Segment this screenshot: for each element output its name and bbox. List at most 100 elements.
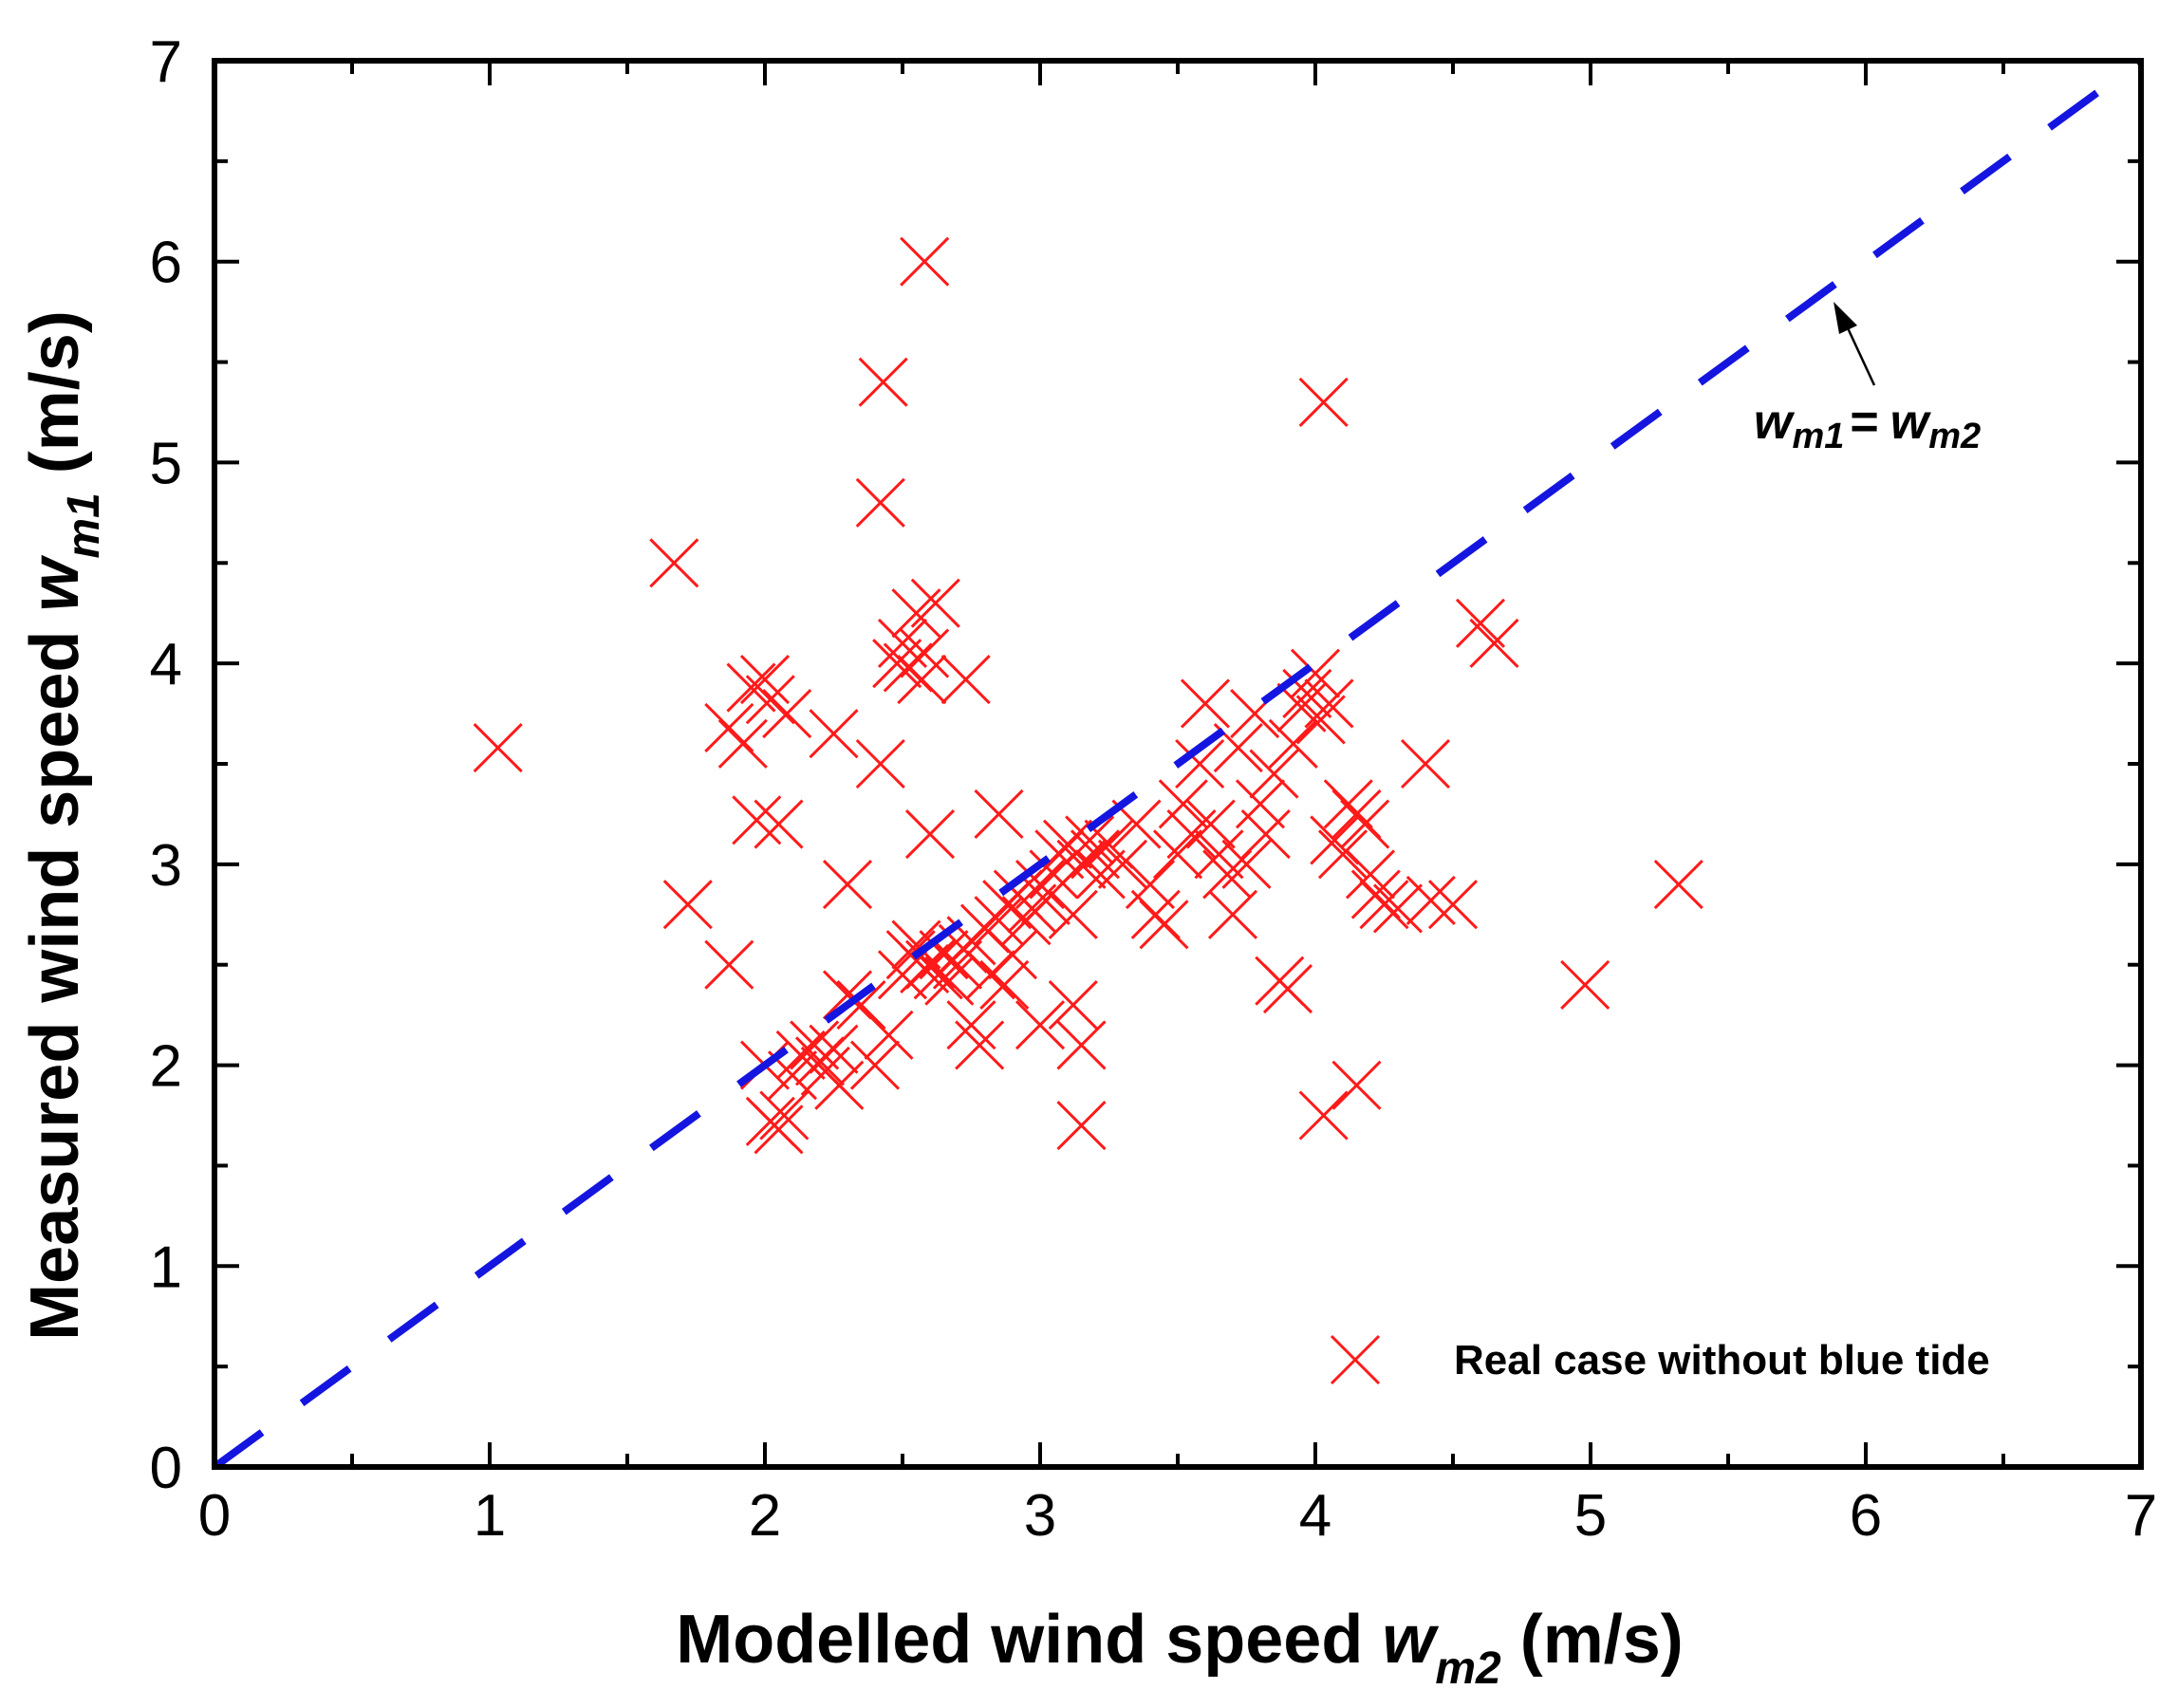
data-point <box>1152 829 1203 880</box>
data-point <box>904 809 956 860</box>
data-point <box>979 959 1030 1010</box>
x-tick-label: 0 <box>198 1483 231 1549</box>
data-point <box>849 1040 901 1090</box>
x-tick-label: 7 <box>2125 1483 2157 1549</box>
data-point <box>910 578 960 628</box>
data-point <box>932 939 983 990</box>
data-point <box>955 1020 1005 1070</box>
annotation-arrow-head <box>1834 302 1857 334</box>
y-tick-label: 6 <box>150 231 182 296</box>
data-point <box>1139 900 1189 950</box>
data-point <box>739 655 791 705</box>
y-tick-label: 5 <box>150 431 182 496</box>
x-axis-title: Modelled wind speed wm2 (m/s) <box>676 1602 1684 1694</box>
data-point <box>1194 829 1244 880</box>
data-point <box>855 738 905 789</box>
legend: Real case without blue tide <box>1330 1334 1990 1385</box>
data-point <box>809 709 859 759</box>
data-point <box>987 930 1038 980</box>
data-point <box>891 588 941 639</box>
y-tick-label: 7 <box>150 29 182 95</box>
data-point <box>946 1000 996 1050</box>
data-point <box>754 799 804 849</box>
y-axis-title: Measured wind speed wm1 (m/s) <box>17 310 109 1341</box>
data-point <box>1097 839 1148 889</box>
data-point <box>1015 859 1066 910</box>
y-tick-label: 2 <box>150 1034 182 1100</box>
data-point <box>1185 799 1236 849</box>
axis-ticks: 0 1 2 3 4 5 6 7 0 1 2 3 4 5 6 7 <box>150 29 2158 1549</box>
data-point <box>864 1010 914 1060</box>
reference-line-y-equals-x <box>212 57 2144 1471</box>
data-point <box>1015 1000 1066 1050</box>
legend-marker <box>1330 1334 1381 1385</box>
x-tick-label: 5 <box>1574 1483 1607 1549</box>
data-point <box>775 1030 826 1081</box>
data-point <box>473 723 523 773</box>
data-point <box>662 880 713 930</box>
data-point <box>1427 880 1479 930</box>
data-point <box>940 655 991 705</box>
data-point <box>1295 695 1346 745</box>
data-point <box>924 956 975 1006</box>
data-point <box>836 979 886 1030</box>
data-point <box>974 896 1024 946</box>
data-point <box>1298 377 1349 427</box>
data-point <box>732 795 782 845</box>
data-point <box>1065 815 1115 865</box>
data-point <box>1304 678 1354 729</box>
legend-label: Real case without blue tide <box>1454 1337 1990 1383</box>
data-point <box>822 970 873 1020</box>
data-point <box>762 689 812 739</box>
data-point <box>1042 819 1093 869</box>
data-point <box>1455 598 1506 648</box>
data-point <box>1560 959 1610 1010</box>
data-point <box>1262 964 1313 1014</box>
data-point <box>1249 749 1299 799</box>
data-point <box>1175 738 1225 789</box>
y-tick-label: 1 <box>150 1235 182 1300</box>
data-point <box>1469 618 1519 669</box>
annotation-label: wm1 = wm2 <box>1754 395 1981 456</box>
data-point <box>1207 889 1258 939</box>
data-point <box>1158 779 1208 829</box>
data-point <box>1359 880 1409 930</box>
data-point <box>855 477 905 528</box>
reference-line-group <box>212 57 2144 1471</box>
data-point <box>814 1060 865 1110</box>
y-tick-label: 3 <box>150 833 182 899</box>
reference-line-annotation: wm1 = wm2 <box>1754 302 1981 456</box>
data-point <box>1056 1020 1107 1070</box>
data-point <box>877 950 928 1000</box>
data-point <box>649 538 699 588</box>
data-point <box>1125 859 1176 910</box>
data-point <box>1345 849 1396 900</box>
x-tick-label: 1 <box>474 1483 506 1549</box>
data-point <box>759 1090 810 1141</box>
data-point <box>900 628 950 678</box>
x-tick-label: 6 <box>1850 1483 1882 1549</box>
y-tick-label: 4 <box>150 632 182 697</box>
data-point <box>822 859 873 910</box>
data-point <box>858 357 908 407</box>
data-point <box>897 655 947 705</box>
data-point <box>1056 1101 1107 1151</box>
data-point <box>1221 839 1272 889</box>
data-point <box>900 236 950 287</box>
data-point <box>1405 875 1456 926</box>
data-point <box>1317 829 1368 880</box>
data-point <box>872 639 922 689</box>
data-point <box>745 675 795 725</box>
x-tick-label: 2 <box>749 1483 781 1549</box>
data-point <box>1070 829 1121 880</box>
data-point <box>1166 809 1217 860</box>
data-point <box>1235 779 1286 829</box>
data-point <box>1331 1060 1382 1110</box>
data-point <box>1290 648 1341 698</box>
data-point <box>704 939 754 990</box>
data-point <box>1240 809 1291 860</box>
data-point <box>1340 799 1390 849</box>
data-point <box>1268 718 1318 769</box>
data-point <box>1298 1090 1349 1141</box>
